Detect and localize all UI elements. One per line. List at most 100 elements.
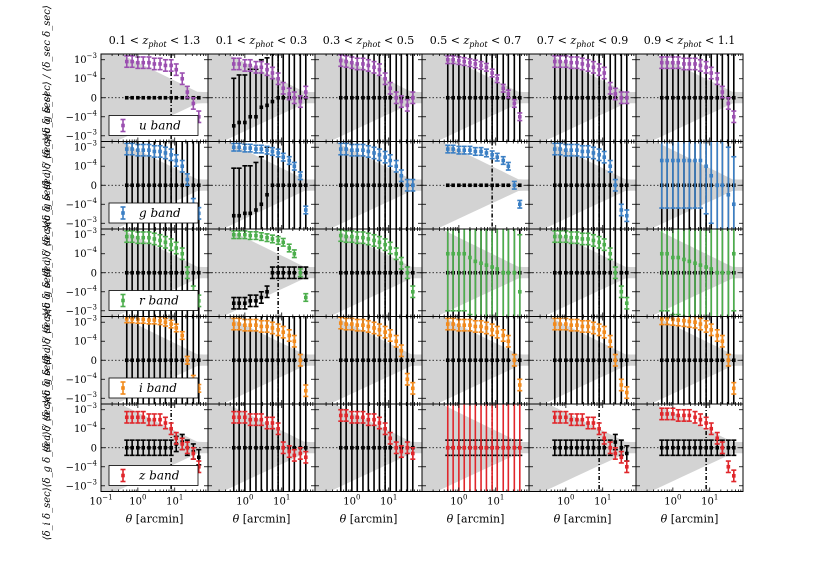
band-errorbar: [618, 285, 624, 299]
panel: [635, 53, 744, 142]
band-errorbar: [714, 431, 720, 445]
band-errorbar: [719, 334, 725, 348]
band-errorbar: [291, 448, 297, 462]
y-tick-label: 10−3: [74, 227, 97, 241]
band-errorbar: [297, 171, 303, 181]
band-errorbar: [624, 296, 630, 310]
black-errorbar: [410, 316, 415, 404]
band-errorbar: [371, 146, 377, 160]
band-errorbar: [731, 229, 737, 312]
band-errorbar: [731, 110, 737, 124]
y-tick-label: 10−4: [74, 334, 98, 348]
y-tick-label: 0: [91, 443, 97, 454]
band-errorbar: [151, 232, 157, 246]
y-tick-label: 10−3: [74, 402, 97, 416]
band-errorbar: [129, 316, 135, 324]
black-errorbar: [479, 183, 483, 188]
legend-box: [108, 465, 199, 486]
band-errorbar: [354, 318, 360, 332]
band-errorbar: [269, 234, 275, 244]
band-errorbar: [354, 57, 360, 71]
band-errorbar: [236, 57, 242, 71]
band-errorbar: [393, 441, 399, 455]
band-errorbar: [253, 144, 259, 154]
band-errorbar: [624, 460, 630, 474]
band-errorbar: [184, 85, 190, 99]
band-errorbar: [612, 87, 618, 101]
band-errorbar: [393, 159, 399, 173]
band-errorbar: [146, 143, 152, 157]
black-errorbar: [247, 294, 253, 308]
band-errorbar: [280, 237, 286, 247]
band-errorbar: [376, 323, 382, 337]
black-errorbar: [394, 316, 399, 404]
band-errorbar: [473, 229, 478, 317]
band-errorbar: [343, 142, 349, 156]
band-errorbar: [404, 372, 410, 386]
black-errorbar: [579, 439, 585, 457]
band-errorbar: [258, 144, 264, 154]
band-errorbar: [467, 145, 473, 155]
band-errorbar: [675, 316, 681, 327]
band-errorbar: [596, 323, 602, 337]
black-errorbar: [608, 316, 613, 404]
black-errorbar: [269, 266, 275, 280]
band-errorbar: [494, 74, 500, 84]
band-errorbar: [511, 353, 517, 367]
black-errorbar: [254, 404, 258, 492]
black-errorbar: [394, 229, 399, 317]
band-errorbar: [511, 98, 517, 109]
band-errorbar: [607, 81, 613, 95]
band-errorbar: [140, 231, 146, 245]
band-errorbar: [692, 57, 698, 71]
black-errorbar: [399, 316, 404, 404]
band-errorbar: [151, 413, 157, 427]
x-tick-label: 101: [701, 494, 718, 508]
band-errorbar: [393, 334, 399, 348]
band-errorbar: [714, 72, 720, 86]
band-errorbar: [135, 410, 141, 424]
band-errorbar: [715, 229, 720, 317]
band-errorbar: [360, 318, 366, 332]
band-errorbar: [467, 318, 473, 332]
x-axis-label: θ [arcmin]: [447, 513, 505, 526]
legend-label: g band: [139, 206, 181, 220]
y-tick-label: −10−4: [66, 284, 98, 298]
black-errorbar: [231, 77, 237, 142]
band-errorbar: [387, 81, 393, 95]
black-errorbar: [708, 439, 714, 457]
band-errorbar: [393, 247, 399, 261]
black-errorbar: [287, 316, 292, 404]
panel: [207, 403, 316, 492]
band-errorbar: [585, 319, 591, 333]
x-tick-label: 101: [166, 494, 183, 508]
band-errorbar: [714, 329, 720, 343]
band-errorbar: [579, 57, 585, 71]
band-errorbar: [461, 318, 467, 332]
black-errorbar: [445, 183, 450, 188]
band-errorbar: [242, 58, 248, 72]
band-errorbar: [472, 146, 478, 157]
black-errorbar: [681, 439, 687, 457]
x-tick-label: 100: [664, 494, 681, 508]
band-errorbar: [398, 95, 404, 109]
band-errorbar: [297, 268, 303, 278]
band-errorbar: [659, 229, 665, 312]
black-errorbar: [377, 404, 382, 492]
black-errorbar: [670, 439, 676, 457]
x-tick-label: 100: [557, 494, 574, 508]
black-errorbar: [140, 439, 146, 457]
band-errorbar: [179, 330, 185, 341]
black-errorbar: [506, 316, 511, 404]
band-errorbar: [291, 91, 297, 105]
band-errorbar: [596, 422, 602, 436]
band-errorbar: [574, 231, 580, 245]
band-errorbar: [731, 155, 737, 229]
black-errorbar: [619, 141, 624, 229]
black-errorbar: [258, 290, 264, 304]
y-tick-label: 10−3: [74, 140, 97, 154]
band-errorbar: [483, 62, 489, 72]
band-errorbar: [659, 56, 665, 70]
black-errorbar: [675, 439, 681, 457]
y-tick-label: 10−3: [74, 52, 97, 66]
